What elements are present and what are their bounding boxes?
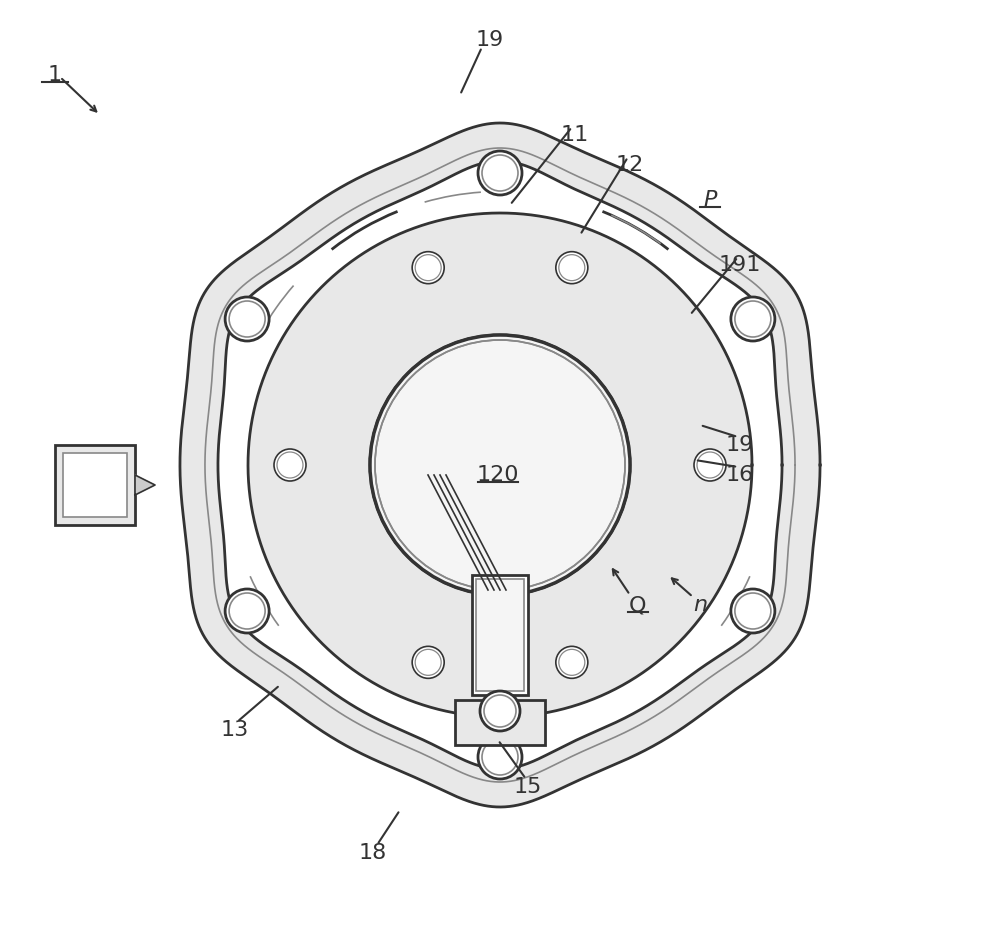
Text: 12: 12: [616, 155, 644, 175]
Text: Q: Q: [629, 595, 647, 615]
Circle shape: [480, 691, 520, 731]
Text: 16: 16: [726, 465, 754, 485]
Circle shape: [478, 735, 522, 779]
Circle shape: [225, 297, 269, 341]
Text: 19: 19: [476, 30, 504, 50]
Circle shape: [556, 646, 588, 678]
Text: 120: 120: [477, 465, 519, 485]
Text: 18: 18: [359, 843, 387, 863]
Polygon shape: [248, 213, 752, 717]
Text: 13: 13: [221, 720, 249, 740]
Text: 191: 191: [719, 255, 761, 275]
Text: 1: 1: [48, 65, 62, 85]
Polygon shape: [180, 123, 820, 807]
Text: 19: 19: [726, 435, 754, 455]
Circle shape: [370, 335, 630, 595]
Circle shape: [731, 589, 775, 633]
Polygon shape: [218, 161, 782, 769]
Circle shape: [412, 646, 444, 678]
Circle shape: [556, 252, 588, 283]
Text: 15: 15: [514, 777, 542, 797]
Circle shape: [225, 589, 269, 633]
Circle shape: [694, 449, 726, 481]
Polygon shape: [135, 475, 155, 495]
Bar: [455, 700, 545, 745]
Text: P: P: [703, 190, 717, 210]
Text: 11: 11: [561, 125, 589, 145]
Bar: [476, 579, 524, 691]
Circle shape: [478, 151, 522, 195]
Circle shape: [370, 335, 630, 595]
Bar: [63, 453, 127, 517]
Text: n: n: [693, 595, 707, 615]
Circle shape: [412, 252, 444, 283]
Bar: [55, 445, 135, 525]
Circle shape: [731, 297, 775, 341]
Bar: [472, 575, 528, 695]
Circle shape: [274, 449, 306, 481]
